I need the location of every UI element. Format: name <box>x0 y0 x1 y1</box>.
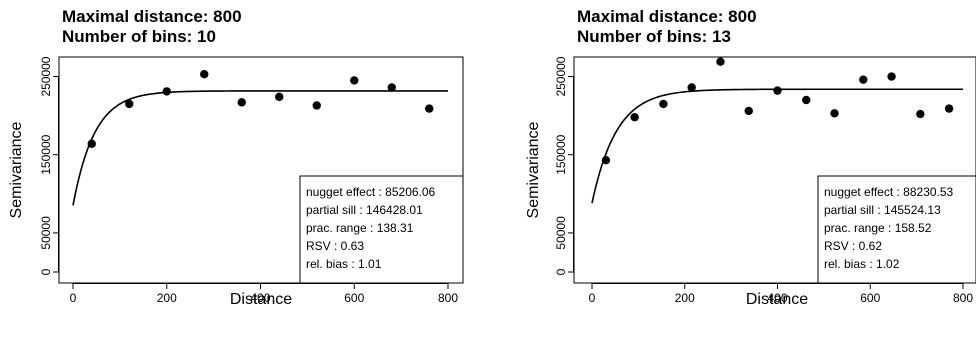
y-tick-label: 50000 <box>39 216 53 250</box>
y-tick-label: 250000 <box>554 56 568 96</box>
x-axis-label: Distance <box>230 291 292 308</box>
variogram-panel-13-bins: Maximal distance: 800 Number of bins: 13… <box>525 7 976 308</box>
data-point <box>687 83 696 92</box>
y-tick-label: 0 <box>554 268 568 275</box>
chart-title-line-1: Maximal distance: 800 <box>62 7 242 26</box>
y-axis-label: Semivariance <box>8 121 25 218</box>
legend-line-nugget: nugget effect : 85206.06 <box>306 185 436 199</box>
legend-line-nugget: nugget effect : 88230.53 <box>824 185 954 199</box>
x-tick-label: 0 <box>589 291 596 305</box>
data-point <box>312 101 321 110</box>
y-tick-label: 250000 <box>39 56 53 96</box>
chart-title-line-1: Maximal distance: 800 <box>577 7 757 26</box>
data-point <box>350 76 359 85</box>
data-point <box>830 109 839 118</box>
x-tick-label: 400 <box>767 291 787 305</box>
data-point <box>630 113 639 122</box>
data-point <box>744 106 753 116</box>
x-tick-label: 400 <box>250 291 270 305</box>
legend-line-rsv: RSV : 0.62 <box>824 239 882 253</box>
data-point <box>200 70 209 79</box>
x-tick-label: 200 <box>675 291 695 305</box>
x-axis-label: Distance <box>746 291 808 308</box>
y-axis-label: Semivariance <box>525 121 542 218</box>
legend-line-range: prac. range : 158.52 <box>824 221 932 235</box>
x-tick-label: 800 <box>953 291 973 305</box>
legend-box <box>817 175 976 284</box>
x-tick-label: 800 <box>438 291 458 305</box>
x-tick-label: 0 <box>70 291 77 305</box>
axis-ticks: 0 200 400 600 800 0 50000 150000 250000 <box>39 56 458 305</box>
x-tick-label: 200 <box>157 291 177 305</box>
fitted-model-curve <box>72 90 448 206</box>
x-tick-label: 600 <box>344 291 364 305</box>
data-point <box>237 98 246 107</box>
legend-line-range: prac. range : 138.31 <box>306 221 414 235</box>
legend-line-bias: rel. bias : 1.01 <box>306 257 382 271</box>
data-point <box>425 104 434 113</box>
legend-line-rsv: RSV : 0.63 <box>306 239 364 253</box>
x-tick-label: 600 <box>860 291 880 305</box>
data-point <box>601 156 611 165</box>
data-point <box>162 87 171 96</box>
variogram-panel-10-bins: Maximal distance: 800 Number of bins: 10… <box>8 7 464 308</box>
y-tick-label: 150000 <box>554 134 568 174</box>
chart-title-line-2: Number of bins: 10 <box>62 27 216 46</box>
legend: nugget effect : 85206.06 partial sill : … <box>299 175 464 284</box>
chart-title-line-2: Number of bins: 13 <box>577 27 731 46</box>
legend-line-bias: rel. bias : 1.02 <box>824 257 900 271</box>
y-tick-label: 150000 <box>39 134 53 174</box>
data-point <box>659 99 668 109</box>
data-point <box>887 72 896 81</box>
empirical-points <box>601 57 954 165</box>
data-point <box>716 57 725 66</box>
data-point <box>944 104 954 113</box>
data-point <box>859 75 868 84</box>
model-line <box>72 90 448 206</box>
y-tick-label: 50000 <box>554 216 568 250</box>
y-tick-label: 0 <box>39 268 53 275</box>
data-point <box>387 83 396 92</box>
data-point <box>773 86 782 95</box>
legend-line-sill: partial sill : 145524.13 <box>824 203 941 217</box>
data-point <box>87 139 96 148</box>
axis-ticks: 0 200 400 600 800 0 50000 150000 250000 <box>554 56 973 305</box>
data-point <box>916 109 925 119</box>
legend-box <box>299 175 464 284</box>
data-point <box>275 92 284 102</box>
legend: nugget effect : 88230.53 partial sill : … <box>817 175 976 284</box>
legend-line-sill: partial sill : 146428.01 <box>306 203 423 217</box>
data-point <box>125 99 134 109</box>
data-point <box>802 95 811 105</box>
empirical-points <box>87 70 434 148</box>
